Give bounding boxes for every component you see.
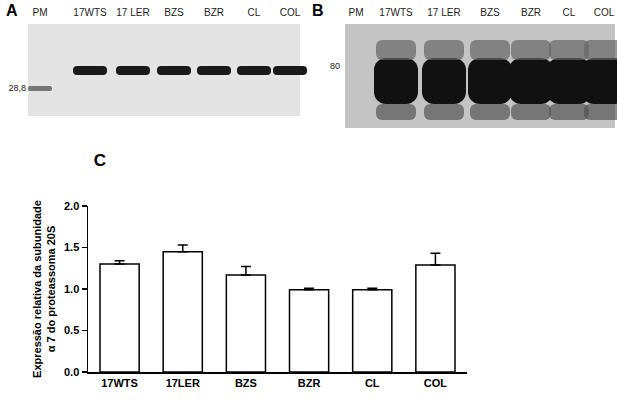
svg-text:BZR: BZR (298, 377, 321, 389)
svg-text:0.5: 0.5 (64, 324, 79, 336)
svg-text:1.0: 1.0 (64, 283, 79, 295)
svg-text:0.0: 0.0 (64, 366, 79, 378)
svg-text:BZR: BZR (204, 7, 224, 18)
svg-text:BZS: BZS (235, 377, 257, 389)
svg-text:28,8: 28,8 (8, 83, 26, 93)
svg-text:CL: CL (365, 377, 380, 389)
svg-text:BZS: BZS (164, 7, 184, 18)
svg-text:C: C (94, 151, 106, 170)
svg-text:17 LER: 17 LER (116, 7, 149, 18)
svg-text:COL: COL (424, 377, 448, 389)
svg-text:CL: CL (563, 7, 576, 18)
svg-text:CL: CL (248, 7, 261, 18)
svg-text:PM: PM (33, 7, 48, 18)
svg-text:17LER: 17LER (166, 377, 200, 389)
svg-text:2.0: 2.0 (64, 200, 79, 212)
svg-text:BZR: BZR (521, 7, 541, 18)
svg-text:B: B (312, 2, 324, 19)
svg-text:COL: COL (280, 7, 301, 18)
svg-text:BZS: BZS (480, 7, 500, 18)
svg-text:COL: COL (594, 7, 615, 18)
svg-text:Expressão relativa da subunida: Expressão relativa da subunidadeα 7 do p… (31, 200, 57, 378)
svg-text:17WTS: 17WTS (73, 7, 107, 18)
svg-text:17WTS: 17WTS (379, 7, 413, 18)
svg-text:1.5: 1.5 (64, 241, 79, 253)
svg-text:17WTS: 17WTS (101, 377, 138, 389)
svg-text:PM: PM (349, 7, 364, 18)
svg-text:17 LER: 17 LER (427, 7, 460, 18)
svg-text:80: 80 (330, 61, 340, 71)
svg-text:A: A (6, 2, 18, 19)
